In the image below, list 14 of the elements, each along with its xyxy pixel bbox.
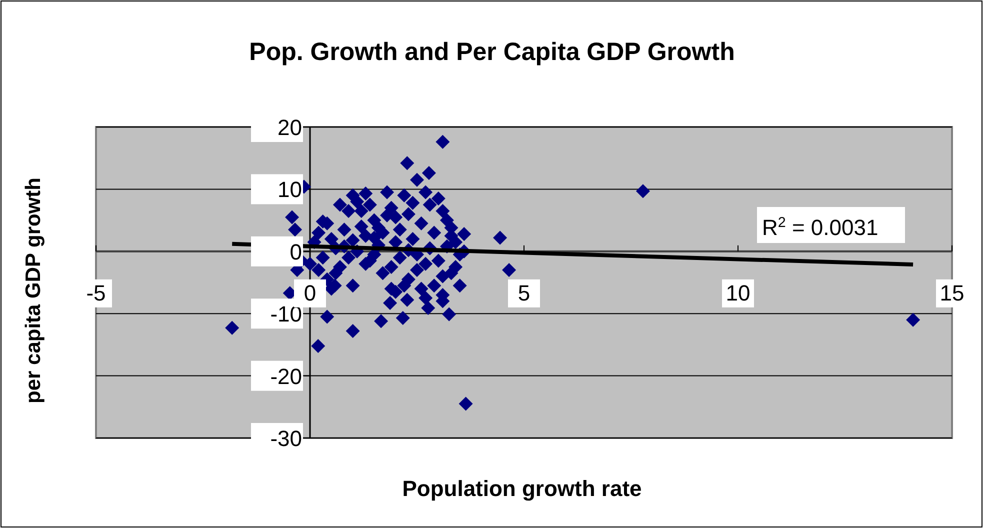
annotation: R$^{2}$ = 0.0031 — [762, 215, 878, 240]
y-tick-label: 20 — [278, 115, 302, 140]
y-axis-title: per capita GDP growth — [22, 178, 45, 404]
y-tick-label: 0 — [290, 239, 302, 264]
y-tick-label: -30 — [270, 426, 302, 451]
chart-title: Pop. Growth and Per Capita GDP Growth — [249, 38, 735, 66]
y-tick-label: -20 — [270, 364, 302, 389]
x-tick-label: -5 — [86, 280, 106, 306]
x-tick-label: 5 — [518, 280, 530, 306]
y-tick-label: -10 — [270, 302, 302, 327]
x-tick-label: 15 — [940, 280, 964, 306]
x-tick-label: 10 — [726, 280, 750, 306]
y-tick-label: 10 — [278, 177, 302, 202]
x-axis-title: Population growth rate — [402, 476, 642, 501]
